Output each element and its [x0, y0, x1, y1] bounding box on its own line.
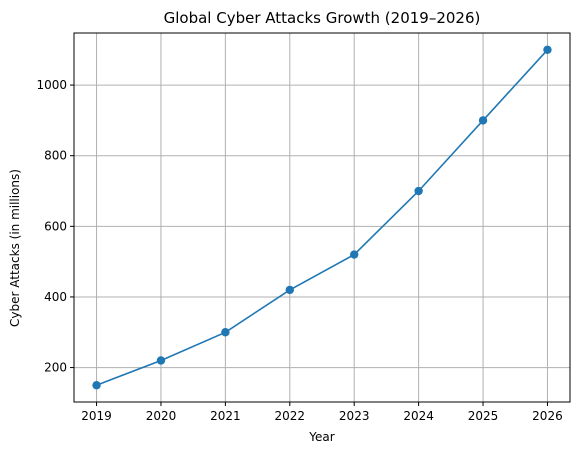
x-tick-label: 2024: [403, 409, 434, 423]
axis-ticks: 2019 2020 2021 2022 2023 2024 2025 2026 200 400 60…: [36, 78, 562, 423]
y-tick-label: 1000: [36, 78, 67, 92]
x-tick-label: 2023: [339, 409, 370, 423]
grid: [74, 33, 570, 402]
x-tick-label: 2021: [210, 409, 241, 423]
plot-area-frame: [73, 32, 571, 403]
data-point: [221, 328, 230, 337]
x-tick-label: 2025: [468, 409, 499, 423]
x-tick-label: 2019: [81, 409, 112, 423]
data-point: [350, 250, 359, 259]
y-tick-label: 400: [44, 290, 67, 304]
x-axis-label: Year: [308, 430, 334, 444]
x-tick-label: 2026: [532, 409, 563, 423]
y-axis-label: Cyber Attacks (in millions): [8, 169, 22, 327]
data-point: [92, 381, 101, 390]
data-point: [156, 356, 166, 365]
data-point: [285, 285, 294, 295]
data-point: [414, 186, 423, 196]
data-point: [478, 116, 488, 125]
x-tick-label: 2020: [146, 409, 177, 423]
y-tick-label: 200: [44, 361, 67, 375]
chart-title: Global Cyber Attacks Growth (2019–2026): [164, 9, 481, 27]
series-line: [96, 49, 549, 386]
y-tick-label: 800: [44, 149, 67, 163]
data-point: [543, 45, 552, 54]
y-tick-label: 600: [44, 219, 67, 233]
x-tick-label: 2022: [275, 409, 306, 423]
series-layer: [92, 45, 552, 390]
